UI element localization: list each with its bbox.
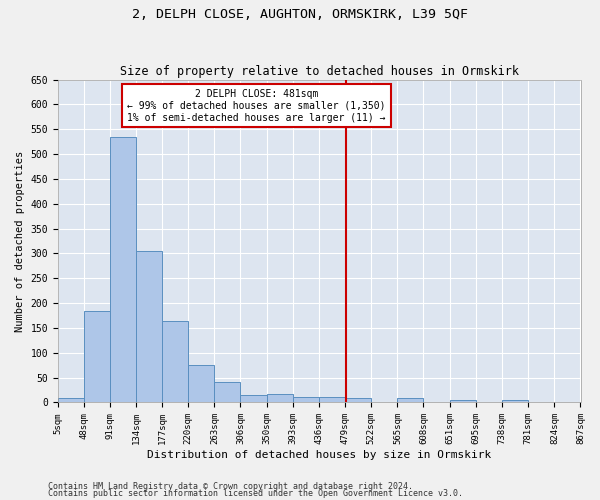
X-axis label: Distribution of detached houses by size in Ormskirk: Distribution of detached houses by size … [147, 450, 491, 460]
Bar [397, 398, 424, 402]
Y-axis label: Number of detached properties: Number of detached properties [15, 150, 25, 332]
Bar [162, 320, 188, 402]
Bar [293, 396, 319, 402]
Text: Contains public sector information licensed under the Open Government Licence v3: Contains public sector information licen… [48, 490, 463, 498]
Bar [267, 394, 293, 402]
Bar [58, 398, 84, 402]
Bar [502, 400, 529, 402]
Bar [241, 395, 267, 402]
Bar [449, 400, 476, 402]
Title: Size of property relative to detached houses in Ormskirk: Size of property relative to detached ho… [120, 66, 519, 78]
Bar [110, 137, 136, 402]
Text: 2 DELPH CLOSE: 481sqm
← 99% of detached houses are smaller (1,350)
1% of semi-de: 2 DELPH CLOSE: 481sqm ← 99% of detached … [127, 90, 386, 122]
Text: 2, DELPH CLOSE, AUGHTON, ORMSKIRK, L39 5QF: 2, DELPH CLOSE, AUGHTON, ORMSKIRK, L39 5… [132, 8, 468, 20]
Bar [214, 382, 241, 402]
Bar [136, 251, 162, 402]
Text: Contains HM Land Registry data © Crown copyright and database right 2024.: Contains HM Land Registry data © Crown c… [48, 482, 413, 491]
Bar [319, 396, 345, 402]
Bar [84, 310, 110, 402]
Bar [188, 365, 214, 403]
Bar [345, 398, 371, 402]
